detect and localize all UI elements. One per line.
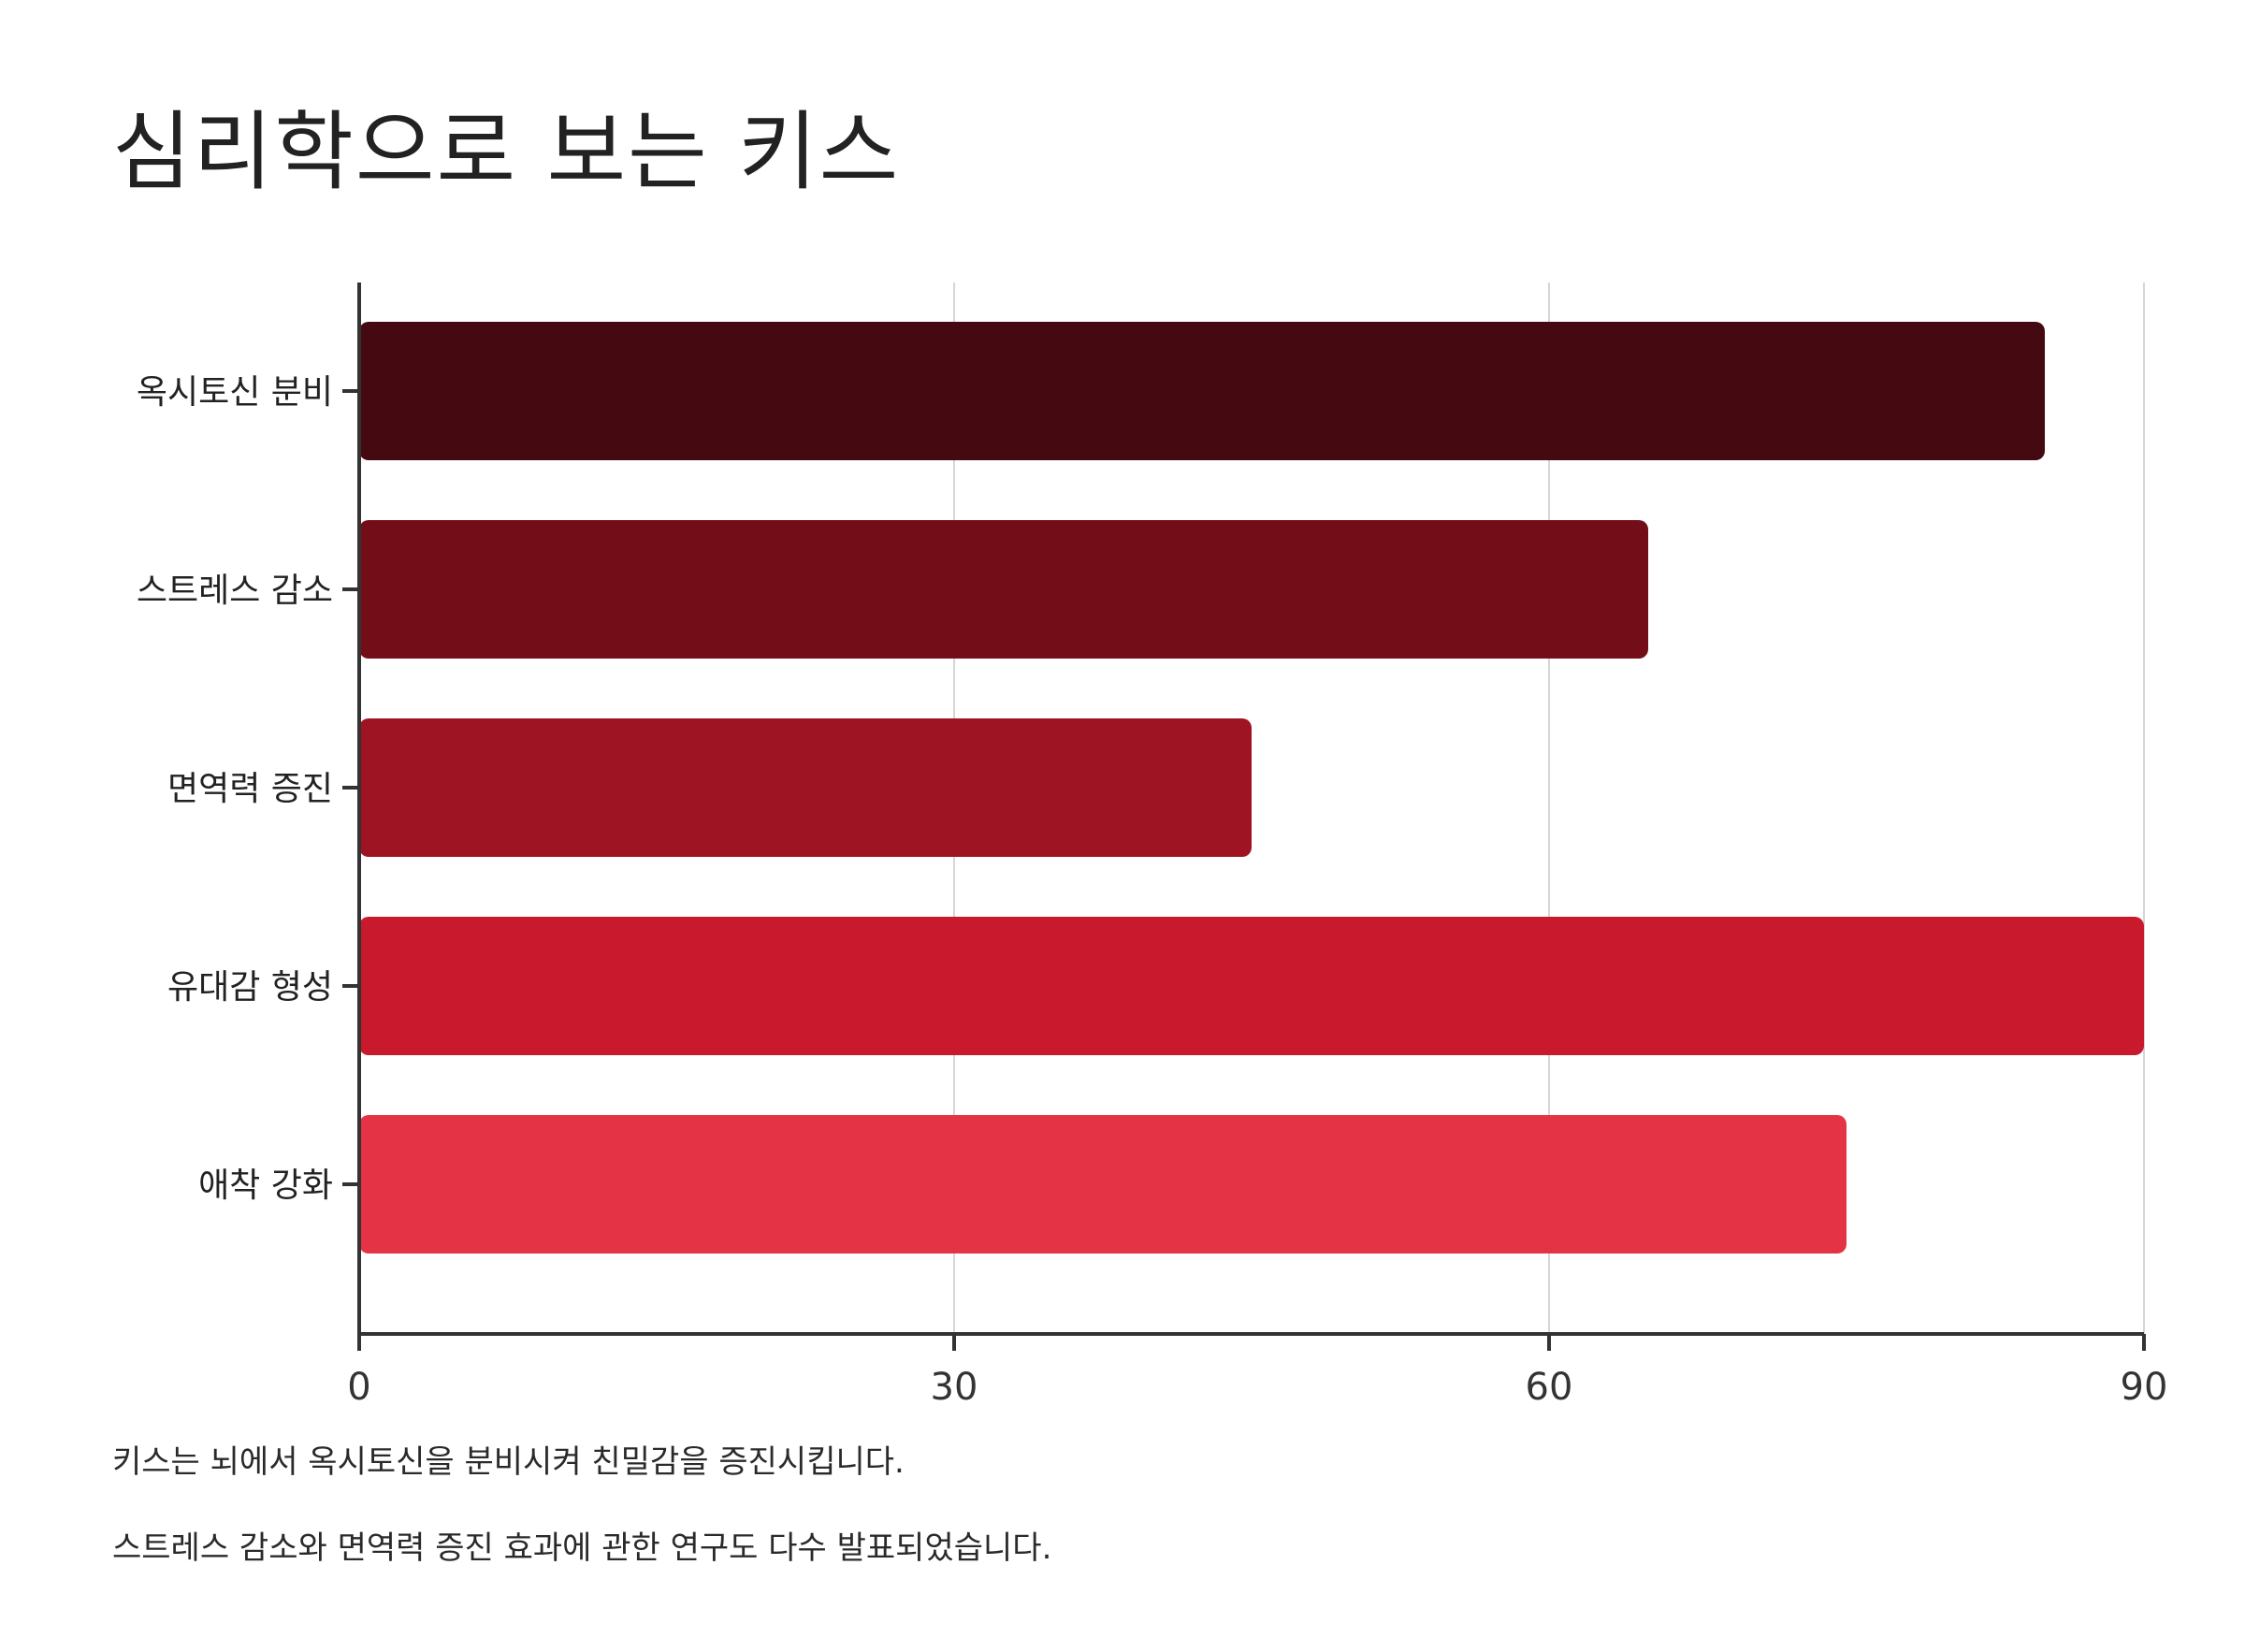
footnote-1: 키스는 뇌에서 옥시토신을 분비시켜 친밀감을 증진시킵니다. — [112, 1443, 905, 1481]
y-category-label: 스트레스 감소 — [137, 572, 333, 610]
axes — [342, 283, 2146, 1351]
y-category-label: 유대감 형성 — [167, 968, 333, 1007]
bar-3 — [359, 718, 1252, 857]
bar-5 — [359, 1115, 1847, 1253]
x-tick-label: 90 — [2121, 1366, 2168, 1409]
bar-2 — [359, 520, 1648, 659]
y-category-label: 애착 강화 — [198, 1167, 333, 1205]
chart-title: 심리학으로 보는 키스 — [112, 102, 901, 202]
bar-4 — [359, 917, 2144, 1055]
bar-1 — [359, 322, 2045, 460]
x-tick-label: 0 — [347, 1366, 370, 1409]
bars — [359, 322, 2144, 1253]
footnote-2: 스트레스 감소와 면역력 증진 효과에 관한 연구도 다수 발표되었습니다. — [112, 1529, 1052, 1567]
y-category-label: 면역력 증진 — [167, 770, 333, 808]
y-category-label: 옥시토신 분비 — [137, 373, 333, 412]
x-tick-label: 60 — [1526, 1366, 1573, 1409]
x-tick-label: 30 — [931, 1366, 978, 1409]
